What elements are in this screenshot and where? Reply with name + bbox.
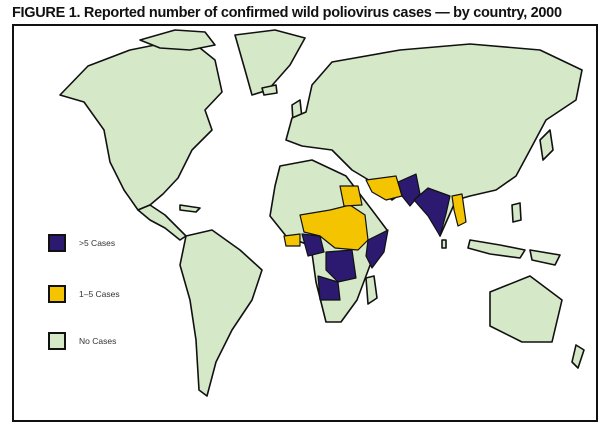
country-iran [365,175,403,201]
iceland [261,84,278,96]
legend-item-over-5: >5 Cases [48,234,115,252]
central-america [137,204,187,241]
legend-label: No Cases [79,336,117,346]
country-dr-congo [325,249,357,283]
legend-item-1-5: 1–5 Cases [48,285,120,303]
legend-swatch-purple [48,234,66,252]
country-ethiopia-somalia [365,229,389,269]
caribbean [179,204,201,213]
legend-swatch-green [48,332,66,350]
australia [489,275,563,343]
legend-label: 1–5 Cases [79,289,120,299]
south-america [179,229,263,397]
legend-swatch-yellow [48,285,66,303]
country-egypt [339,185,363,207]
figure-title: FIGURE 1. Reported number of confirmed w… [12,5,562,21]
legend-item-none: No Cases [48,332,116,350]
map-frame [12,24,598,422]
japan [539,129,554,161]
country-sahel-band [299,204,369,251]
country-angola [317,275,341,301]
country-india [413,187,451,237]
greenland [234,29,306,96]
philippines [511,202,522,223]
legend-label: >5 Cases [79,238,116,248]
new-guinea [529,249,561,266]
north-america [59,41,223,211]
country-nigeria [301,233,325,257]
new-zealand [571,344,585,369]
madagascar [365,275,378,305]
country-west-africa [283,233,301,247]
country-bangladesh-myanmar [451,193,467,227]
arctic-islands [139,29,216,51]
indonesia [467,239,526,259]
sri-lanka [441,239,447,249]
